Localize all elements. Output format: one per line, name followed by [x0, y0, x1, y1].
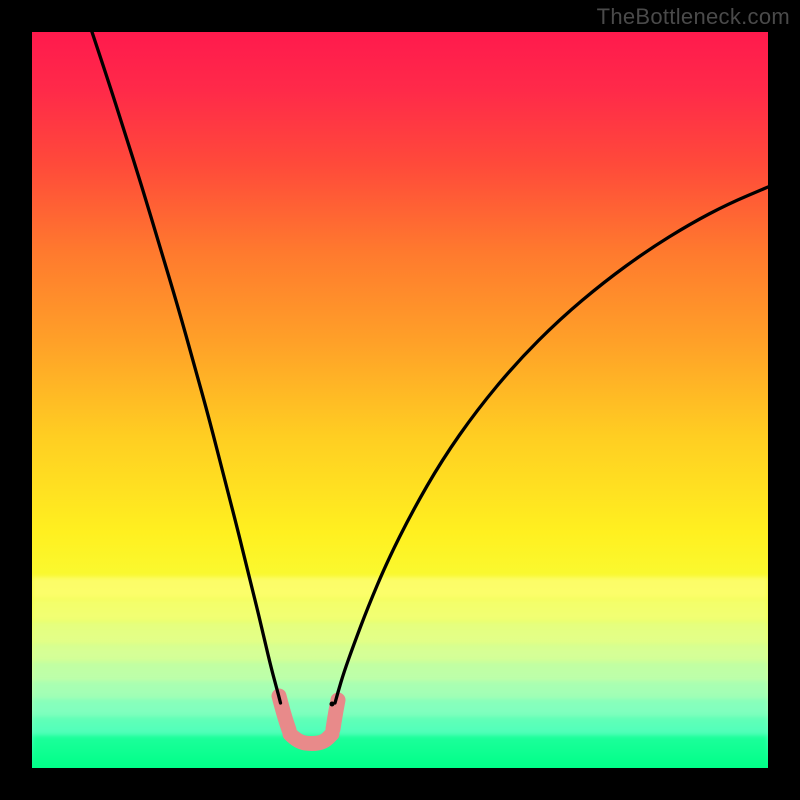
highlight-segment: [279, 696, 338, 744]
plot-area: [32, 32, 768, 768]
curve-right: [335, 187, 768, 703]
marker-dot: [330, 702, 335, 707]
curve-left: [92, 32, 281, 703]
bottleneck-curve: [32, 32, 768, 768]
chart-canvas: TheBottleneck.com: [0, 0, 800, 800]
watermark-label: TheBottleneck.com: [597, 4, 790, 30]
